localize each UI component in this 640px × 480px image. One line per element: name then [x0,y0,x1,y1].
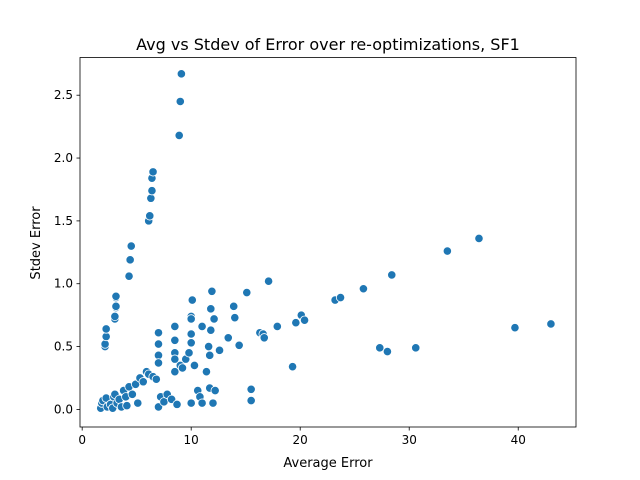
data-point [291,318,301,328]
data-point [197,398,207,408]
x-tick-label: 20 [293,433,308,447]
data-point [100,339,110,349]
data-point [299,315,310,325]
data-point [170,335,180,345]
data-point [146,193,156,203]
data-point [197,321,207,332]
data-point [124,271,134,281]
data-point [159,397,169,407]
data-point [153,350,164,360]
data-point [170,354,180,364]
data-point [189,360,200,371]
data-point [411,343,421,353]
data-point [148,167,158,177]
x-axis-label: Average Error [283,456,373,471]
axis-ticks: 0 10 20 30 40 0.0 0.5 1.0 1.5 2.0 2.5 [54,88,526,447]
y-tick-label: 2.5 [54,88,73,102]
data-point [174,130,184,141]
data-point [358,284,369,294]
data-point [214,345,225,355]
chart-title: Avg vs Stdev of Error over re-optimizati… [136,35,520,54]
data-point [175,96,185,107]
data-point [204,341,214,352]
data-point [375,343,385,353]
data-point [229,301,239,311]
data-point [230,313,240,323]
data-point [170,321,180,332]
data-point [208,398,218,408]
data-point [186,398,196,408]
data-point [387,270,397,280]
data-point [153,339,164,349]
data-point [246,384,256,394]
data-point [170,367,180,377]
data-point [172,399,182,409]
data-point [111,291,121,301]
data-points [96,69,556,413]
data-point [287,362,298,372]
data-point [272,321,282,332]
y-axis-label: Stdev Error [29,206,44,280]
data-point [186,329,196,339]
plot-frame [79,57,577,428]
data-point [176,69,186,79]
data-point [263,276,274,286]
data-point [145,211,155,221]
data-point [111,301,121,311]
x-tick-label: 30 [402,433,417,447]
data-point [186,314,196,324]
data-point [177,363,188,373]
data-point [242,287,252,298]
x-tick-label: 10 [184,433,199,447]
x-tick-label: 40 [511,433,526,447]
data-point [147,186,157,196]
data-point [206,304,216,314]
data-point [133,398,143,408]
data-point [126,241,136,251]
data-point [138,377,148,387]
data-point [186,338,196,348]
data-point [259,333,269,343]
data-point [101,331,111,342]
data-point [201,367,212,377]
data-point [209,314,219,324]
data-point [187,295,197,305]
data-point [205,350,215,360]
data-point [510,323,520,333]
data-point [382,346,393,357]
data-point [246,396,256,406]
y-tick-label: 2.0 [54,151,73,165]
data-point [153,358,164,368]
data-point [207,286,217,296]
data-point [206,325,216,335]
data-point [110,311,120,321]
data-point [210,385,220,396]
data-point [153,328,164,338]
data-point [151,374,161,384]
data-point [234,340,244,350]
data-point [335,292,346,303]
data-point [184,348,194,358]
y-tick-label: 1.0 [54,277,73,291]
data-point [127,389,137,399]
y-tick-label: 0.5 [54,340,73,354]
data-point [125,255,135,265]
data-point [546,319,556,329]
data-point [122,401,132,411]
x-tick-label: 0 [78,433,86,447]
y-tick-label: 0.0 [54,402,73,416]
y-tick-label: 1.5 [54,214,73,228]
data-point [442,246,452,256]
data-point [474,233,484,244]
data-point [101,324,111,334]
data-point [223,333,233,343]
